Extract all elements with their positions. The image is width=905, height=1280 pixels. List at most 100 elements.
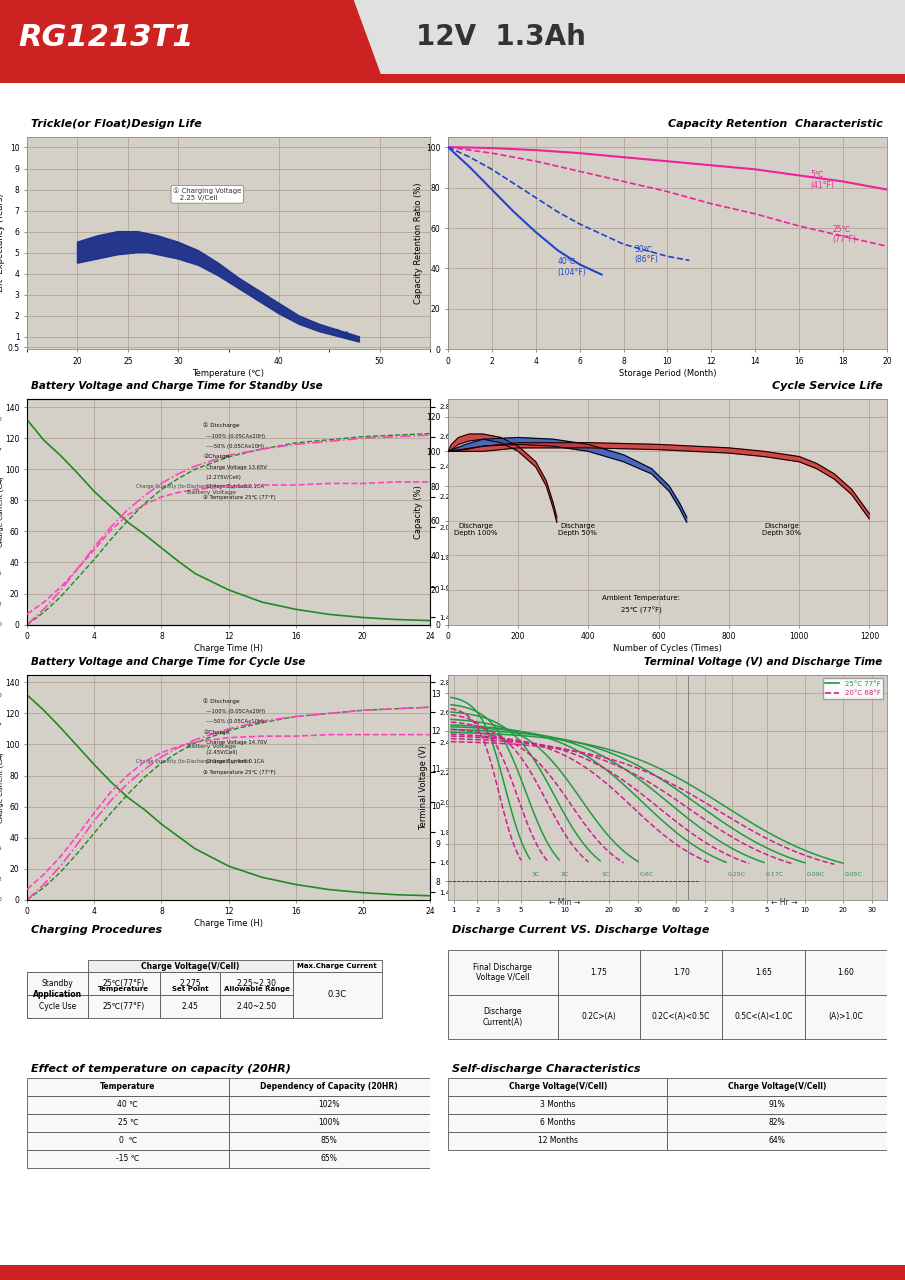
Text: Effect of temperature on capacity (20HR): Effect of temperature on capacity (20HR) [31,1064,291,1074]
Text: Discharge
Depth 30%: Discharge Depth 30% [762,522,801,535]
Text: 0.17: 0.17 [0,723,2,728]
Text: —100% (0.05CAx20H): —100% (0.05CAx20H) [204,709,265,714]
Y-axis label: Lift  Expectancy (Years): Lift Expectancy (Years) [0,195,5,292]
Bar [221,995,293,1018]
Bar [722,995,805,1039]
Text: 25℃(77°F): 25℃(77°F) [102,1002,145,1011]
Text: 102%: 102% [319,1101,340,1110]
Y-axis label: Charge Quantity (%)
Charge Current (CA): Charge Quantity (%) Charge Current (CA) [0,751,4,823]
Bar [448,1132,668,1149]
Text: 12 Months: 12 Months [538,1137,577,1146]
Text: 0.17: 0.17 [0,448,2,453]
Bar [228,1132,430,1149]
Text: 85%: 85% [320,1137,338,1146]
Text: 0.05C: 0.05C [844,872,862,877]
Text: 2C: 2C [560,872,569,877]
Text: 82%: 82% [769,1119,786,1128]
Text: 2.275: 2.275 [179,979,201,988]
Text: Standby: Standby [42,979,73,988]
X-axis label: Number of Cycles (Times): Number of Cycles (Times) [613,644,722,653]
Text: ← Min →: ← Min → [549,899,581,908]
Text: 0: 0 [0,897,2,902]
Text: (2.45V/Cell): (2.45V/Cell) [204,750,238,755]
Text: 0.25C: 0.25C [728,872,746,877]
Text: ① Charging Voltage
   2.25 V/Cell: ① Charging Voltage 2.25 V/Cell [173,187,242,201]
Text: Battery Voltage and Charge Time for Standby Use: Battery Voltage and Charge Time for Stan… [31,381,323,392]
Bar [221,972,293,995]
Y-axis label: Terminal Voltage (V): Terminal Voltage (V) [419,745,428,829]
Text: 0.14: 0.14 [0,754,2,759]
Y-axis label: Battery Voltage (V)/Per Cell: Battery Voltage (V)/Per Cell [460,735,469,840]
Polygon shape [78,232,359,342]
Text: 25℃(77°F): 25℃(77°F) [102,979,145,988]
Bar [228,1114,430,1132]
Text: Self-discharge Characteristics: Self-discharge Characteristics [452,1064,641,1074]
Bar [557,995,640,1039]
Bar [27,972,88,995]
Bar [448,950,557,995]
Polygon shape [448,438,687,522]
Bar [640,950,722,995]
Text: 0.05: 0.05 [0,571,2,576]
Bar [160,995,221,1018]
Bar [805,995,887,1039]
Bar [293,972,382,1018]
Bar [557,950,640,995]
Text: 0.02: 0.02 [0,877,2,882]
Text: 12V  1.3Ah: 12V 1.3Ah [416,23,586,51]
Bar [160,972,221,995]
Bar [27,1096,228,1114]
Text: 1C: 1C [602,872,610,877]
Text: ① Discharge: ① Discharge [204,422,240,429]
Text: 0.11: 0.11 [0,509,2,515]
Bar [88,972,160,995]
Bar [805,950,887,995]
Text: 3C: 3C [531,872,539,877]
Bar [228,1078,430,1096]
Text: Cycle Use: Cycle Use [39,1002,76,1011]
Text: RG1213T1: RG1213T1 [18,23,194,51]
Bar [668,1078,887,1096]
Text: Charge Quantity (to-Discharge Quantity) Ratio: Charge Quantity (to-Discharge Quantity) … [137,759,250,764]
Bar [27,1132,228,1149]
Text: 0.6C: 0.6C [640,872,653,877]
Text: Max.Charge Current: Max.Charge Current [298,963,377,969]
Text: 0.08: 0.08 [0,540,2,545]
Text: 0: 0 [0,622,2,627]
Text: 0.09C: 0.09C [806,872,824,877]
Text: 100%: 100% [319,1119,340,1128]
Polygon shape [299,0,380,74]
Text: Discharge Current VS. Discharge Voltage: Discharge Current VS. Discharge Voltage [452,925,710,936]
Text: Set Point: Set Point [172,986,208,992]
Text: 0  ℃: 0 ℃ [119,1137,137,1146]
Text: 64%: 64% [768,1137,786,1146]
Bar [668,1096,887,1114]
Text: Battery Voltage: Battery Voltage [186,744,235,749]
Text: 40℃
(104°F): 40℃ (104°F) [557,257,586,276]
Text: 1.70: 1.70 [672,968,690,977]
Text: 2.45: 2.45 [182,1002,199,1011]
Text: ----50% (0.05CAx10H): ----50% (0.05CAx10H) [204,444,264,448]
Text: Charge Quantity (to-Discharge Quantity) Ratio: Charge Quantity (to-Discharge Quantity) … [137,484,250,489]
Bar [448,995,557,1039]
Text: ① Discharge: ① Discharge [204,698,240,704]
Text: Charge Voltage 14.70V: Charge Voltage 14.70V [204,740,268,745]
Text: 0.14: 0.14 [0,479,2,484]
Polygon shape [448,443,870,518]
Bar [293,960,382,972]
Text: ----50% (0.05CAx10H): ----50% (0.05CAx10H) [204,719,264,723]
Bar [448,1096,668,1114]
Text: 3 Months: 3 Months [540,1101,576,1110]
Text: ③ Temperature 25℃ (77°F): ③ Temperature 25℃ (77°F) [204,771,276,774]
Bar [27,1114,228,1132]
Bar [228,1149,430,1167]
Text: 0.05: 0.05 [0,846,2,851]
Text: ③ Temperature 25℃ (77°F): ③ Temperature 25℃ (77°F) [204,495,276,499]
Text: (A)>1.0C: (A)>1.0C [828,1012,863,1021]
Text: 91%: 91% [768,1101,786,1110]
Text: 1.65: 1.65 [755,968,772,977]
Bar [221,983,293,995]
Bar [668,1132,887,1149]
Legend: 25°C 77°F, 20°C 68°F: 25°C 77°F, 20°C 68°F [823,678,883,699]
Y-axis label: Charge Quantity (%)
Charge Current (CA): Charge Quantity (%) Charge Current (CA) [0,476,4,548]
